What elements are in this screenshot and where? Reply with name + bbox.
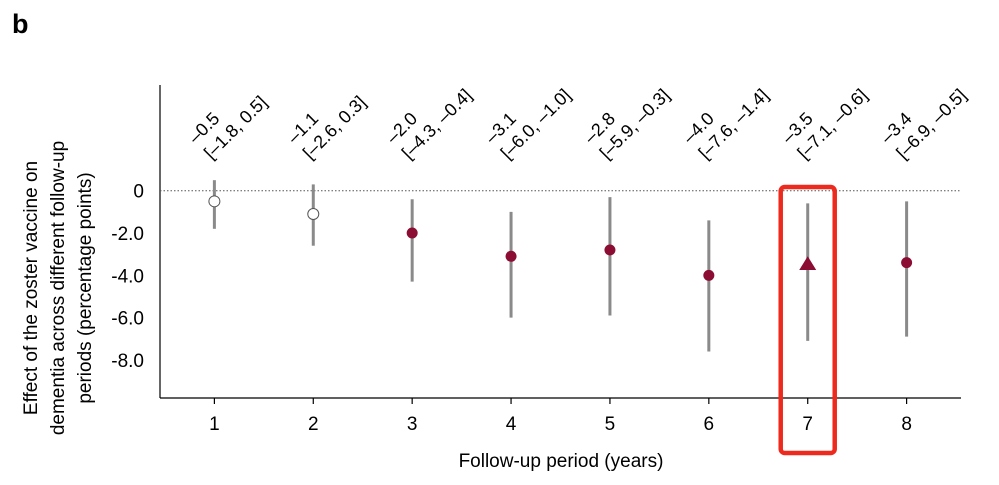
open-circle-marker [307,208,320,221]
x-tick-label: 7 [802,414,813,435]
highlight-layer [778,184,837,456]
x-tick-label: 4 [506,414,517,435]
x-tick-label: 5 [605,414,616,435]
filled-circle-marker [901,257,913,269]
estimate-labels: –0.5[–1.8, 0.5] –1.1[–2.6, 0.3] –2.0[–4.3,… [185,85,971,163]
x-tick-label: 1 [209,414,220,435]
estimate-label-group: –2.0[–4.3, –0.4] [382,85,475,163]
y-tick-label: 0 [133,182,144,203]
filled-circle-marker [505,250,517,262]
y-tick-label: -6.0 [111,309,144,330]
point-estimates [208,195,913,281]
estimate-label-group: –3.4[–6.9, –0.5] [877,85,970,163]
panel-label: b [12,9,29,39]
y-axis-title-line: dementia across different follow-up [48,141,69,435]
estimate-label-group: –4.0[–7.6, –1.4] [679,85,772,163]
y-tick-label: -2.0 [111,224,144,245]
x-tick-label: 6 [704,414,715,435]
triangle-marker [799,256,817,271]
y-axis-title: Effect of the zoster vaccine on dementia … [21,141,96,435]
filled-circle-marker [406,227,418,239]
y-tick-label: -8.0 [111,351,144,372]
estimate-label-group: –0.5[–1.8, 0.5] [185,92,271,163]
x-axis-ticks: 1 2 3 4 5 6 7 8 [209,398,912,435]
open-circle-marker [208,195,221,208]
x-tick-label: 8 [901,414,912,435]
y-axis-ticks: 0 -2.0 -4.0 -6.0 -8.0 [111,182,144,372]
y-axis-title-line: Effect of the zoster vaccine on [21,161,42,415]
estimate-label-group: –3.1[–6.0, –1.0] [481,85,574,163]
filled-circle-marker [604,244,616,256]
estimate-label-group: –2.8[–5.9, –0.3] [580,85,673,163]
filled-circle-marker [703,269,715,281]
x-axis-title: Follow-up period (years) [459,451,664,472]
y-axis-title-line: periods (percentage points) [75,172,96,403]
highlight-box [778,184,837,456]
estimate-label-group: –3.5[–7.1, –0.6] [778,85,871,163]
y-tick-label: -4.0 [111,266,144,287]
x-tick-label: 3 [407,414,418,435]
x-tick-label: 2 [308,414,319,435]
estimate-label-group: –1.1[–2.6, 0.3] [283,92,369,163]
